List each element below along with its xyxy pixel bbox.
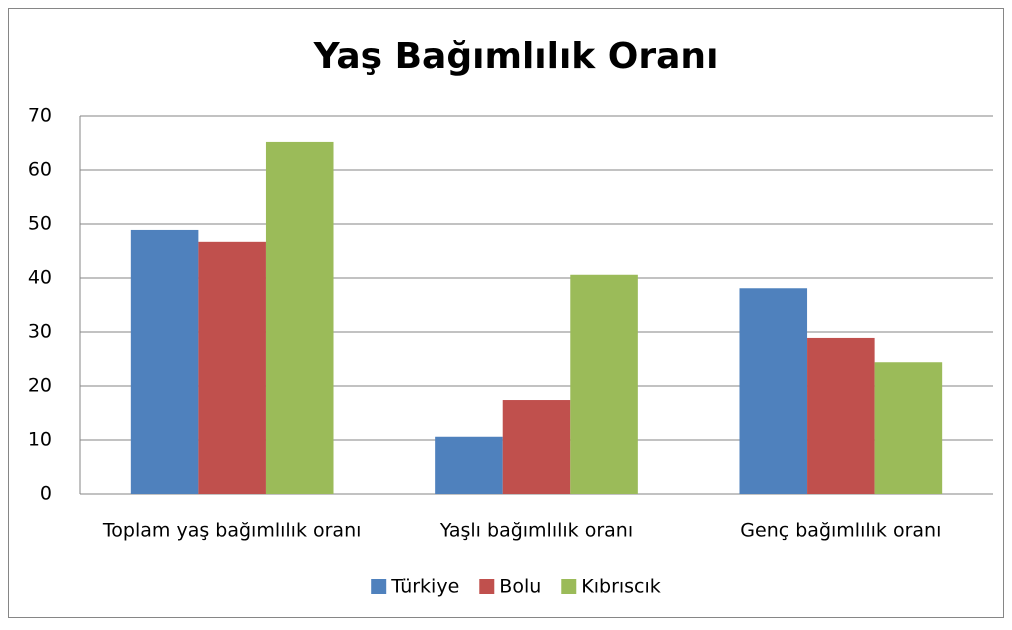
chart-title: Yaş Bağımlılık Oranı [313, 36, 719, 77]
bar [807, 337, 875, 494]
bar [435, 436, 503, 494]
legend-swatch [561, 579, 577, 594]
legend-label: Kıbrıscık [581, 576, 661, 598]
bar [739, 288, 808, 494]
x-tick-label: Genç bağımlılık oranı [740, 520, 941, 542]
y-tick-label: 20 [28, 375, 52, 397]
bar [502, 400, 571, 494]
y-tick-label: 60 [28, 159, 52, 181]
legend-swatch [479, 579, 495, 594]
y-tick-label: 70 [28, 105, 52, 127]
y-tick-label: 0 [40, 483, 52, 505]
legend-swatch [371, 579, 387, 594]
y-tick-label: 30 [28, 321, 52, 343]
x-tick-label: Yaşlı bağımlılık oranı [439, 520, 633, 542]
bar [265, 141, 334, 495]
bar [874, 362, 943, 494]
y-tick-label: 10 [28, 429, 52, 451]
bar [198, 241, 266, 494]
y-tick-label: 50 [28, 213, 52, 235]
legend-label: Bolu [499, 576, 541, 598]
y-tick-label: 40 [28, 267, 52, 289]
legend-label: Türkiye [390, 576, 459, 598]
bar [130, 229, 199, 494]
bar [570, 274, 638, 494]
x-tick-label: Toplam yaş bağımlılık oranı [102, 520, 361, 542]
